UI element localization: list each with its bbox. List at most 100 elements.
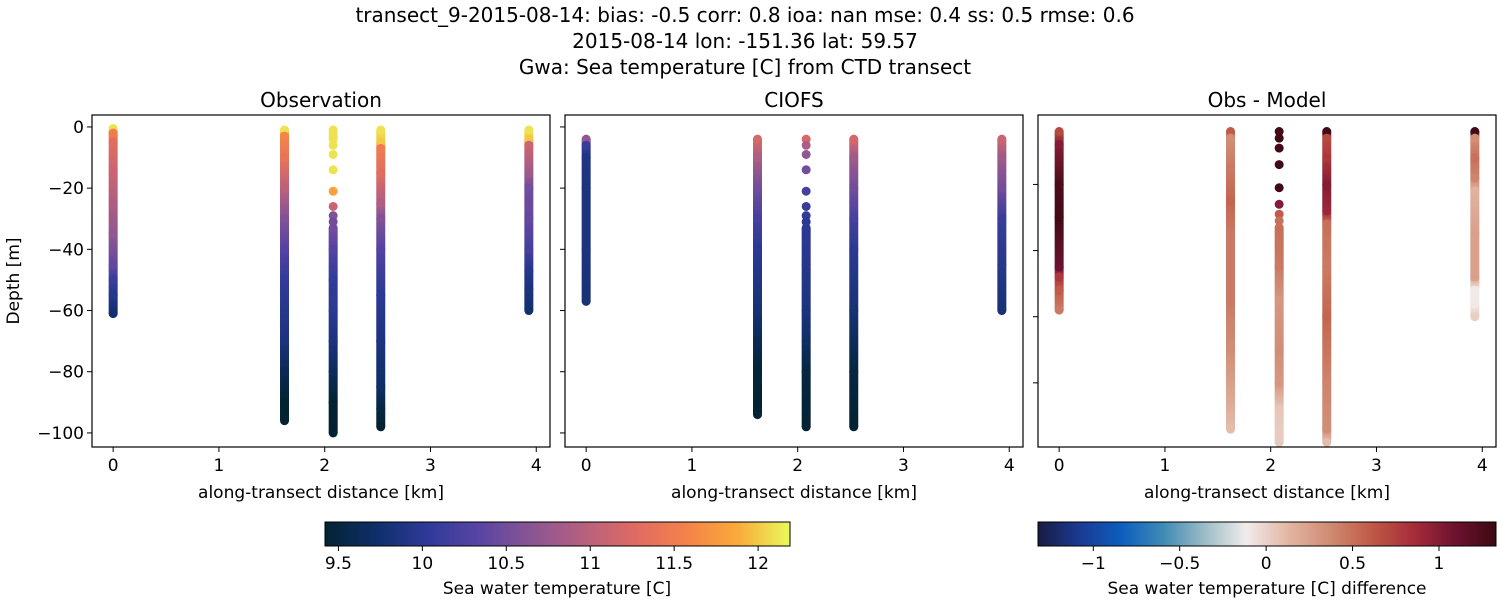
data-point [328,217,338,227]
profile [581,134,591,306]
profile-segment [108,142,118,173]
x-tick-label: 0 [108,456,119,476]
data-point [849,422,859,432]
colorbar-tick-label: 0.5 [1339,554,1366,574]
panel-title: CIOFS [764,88,823,112]
profile-segment [753,341,763,372]
data-point [376,198,386,208]
profile-segment [1322,184,1332,211]
profile-segment [280,279,290,311]
data-point [753,367,763,377]
data-point [753,244,763,254]
data-point [108,137,118,147]
profile-segment [280,136,290,158]
data-point [1226,345,1236,355]
profile [1322,127,1332,447]
data-point [280,306,290,316]
profile-segment [801,227,811,265]
data-point [801,336,811,346]
profile-segment [280,371,290,403]
data-point [524,140,534,150]
data-point [581,244,591,254]
profile-segment [1322,382,1332,430]
profile [1274,127,1284,447]
data-point [801,149,811,159]
profile-segment [997,139,1007,158]
profile-segment [1226,138,1236,168]
profile-segment [581,188,591,250]
profile-segment [1322,267,1332,317]
data-point [1470,272,1480,282]
profile-segment [376,148,386,173]
data-point [753,183,763,193]
data-point [280,131,290,141]
x-tick-label: 2 [319,456,330,476]
profile-segment [328,310,338,342]
data-point [328,244,338,254]
data-point [280,183,290,193]
panel-title: Obs - Model [1208,88,1327,112]
profile-segment [280,341,290,372]
data-point [108,128,118,138]
profile [801,134,811,432]
data-point [1470,127,1480,137]
data-point [328,140,338,150]
profile-segment [1470,157,1480,178]
data-point [1274,345,1284,355]
data-point [280,336,290,346]
x-tick-label: 1 [687,456,698,476]
profile-segment [280,188,290,219]
data-point [108,275,118,285]
data-point [1470,186,1480,196]
data-point [849,214,859,224]
data-point [108,290,118,300]
data-point [328,165,338,175]
data-point [1470,153,1480,163]
data-point [1470,229,1480,239]
profile-segment [376,295,386,342]
data-point [1274,404,1284,414]
profile-segment [1226,300,1236,350]
data-point [997,134,1007,144]
x-tick-label: 4 [1004,456,1015,476]
profile-segment [801,310,811,342]
colorbar-temperature: Sea water temperature [C] 9.5 10 10.5 11 11.… [324,521,791,599]
profile-segment [280,310,290,342]
data-point [1054,213,1064,223]
profile [753,134,763,420]
x-tick-label: 1 [1160,456,1171,476]
data-point [376,422,386,432]
data-point [108,309,118,319]
data-point [524,306,534,316]
profile-segment [581,249,591,302]
data-point [1274,295,1284,305]
profile-segment [753,249,763,280]
profile-segment [376,408,386,427]
profile-segment [376,218,386,250]
panel-observation: Observation along-transect distance [km]… [4,88,551,503]
y-tick-label: −60 [48,302,84,322]
data-point [1470,173,1480,183]
data-point [280,397,290,407]
profile-segment [849,218,859,250]
data-point [524,244,534,254]
profile-segment [581,145,591,158]
figure-title-line-1: transect_9-2015-08-14: bias: -0.5 corr: … [355,3,1134,27]
profile-segment [376,172,386,204]
profile-segment [376,129,386,143]
x-axis-label: along-transect distance [km] [671,483,917,503]
data-point [849,367,859,377]
profile-segment [997,157,1007,189]
x-tick-label: 2 [792,456,803,476]
profile-segment [1322,210,1332,225]
profile-segment [1470,234,1480,278]
data-point [801,260,811,270]
y-tick-label: −20 [48,179,84,199]
data-point [1322,133,1332,143]
profile-segment [1322,429,1332,443]
profile-segment [1226,234,1236,301]
axes-frame [91,114,551,448]
data-point [1322,127,1332,137]
data-point [328,397,338,407]
